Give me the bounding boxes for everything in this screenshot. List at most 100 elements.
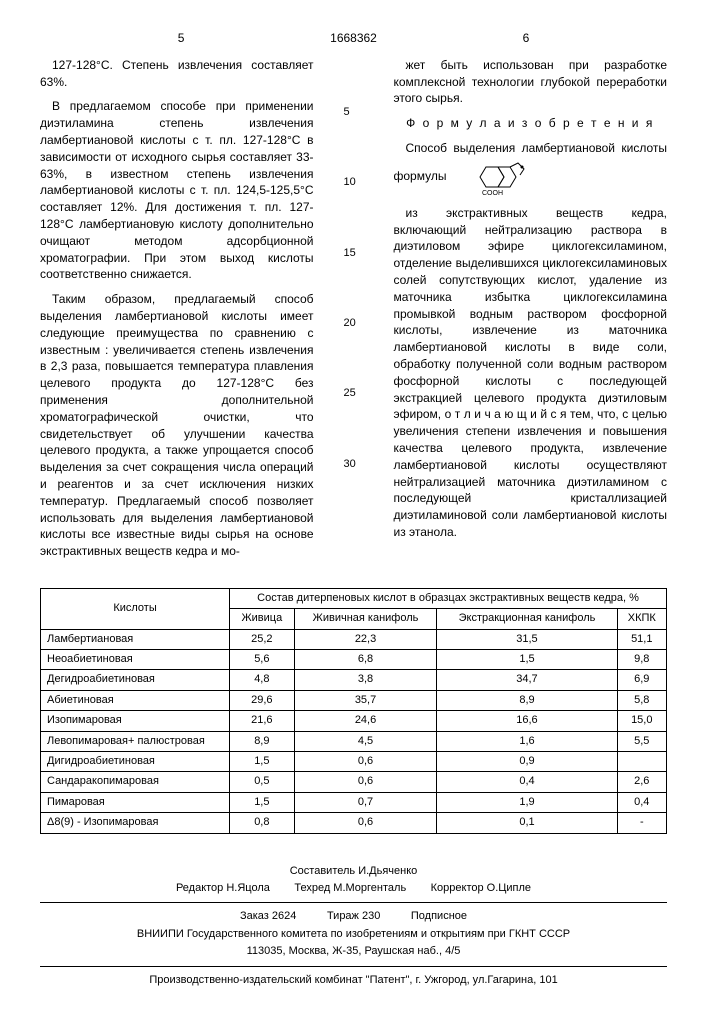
row-name: Неоабиетиновая [41, 650, 230, 670]
th-col-1: Живичная канифоль [294, 609, 437, 629]
row-name: Дегидроабиетиновая [41, 670, 230, 690]
row-value: 8,9 [230, 731, 295, 751]
row-value: 34,7 [437, 670, 617, 690]
row-value: 6,9 [617, 670, 666, 690]
row-value: 0,8 [230, 813, 295, 833]
row-name: Ламбертиановая [41, 629, 230, 649]
row-value: 1,5 [230, 752, 295, 772]
ln-10: 10 [344, 175, 364, 190]
credits-block: Составитель И.Дьяченко Редактор Н.Яцола … [40, 864, 667, 988]
row-value: 5,8 [617, 690, 666, 710]
row-value: 15,0 [617, 711, 666, 731]
row-value: 0,1 [437, 813, 617, 833]
acids-table: Кислоты Состав дитерпеновых кислот в обр… [40, 588, 667, 834]
table-row: Абиетиновая29,635,78,95,8 [41, 690, 667, 710]
divider-2 [40, 966, 667, 967]
right-p1: жет быть использован при разработке комп… [394, 57, 668, 107]
right-column: жет быть использован при разработке комп… [394, 57, 668, 568]
row-value: 1,5 [230, 792, 295, 812]
ln-15: 15 [344, 246, 364, 261]
row-value: 6,8 [294, 650, 437, 670]
page-number-right: 6 [385, 30, 667, 47]
row-value: 0,5 [230, 772, 295, 792]
row-value: 4,5 [294, 731, 437, 751]
divider-1 [40, 902, 667, 903]
row-value: 0,4 [617, 792, 666, 812]
row-value: 25,2 [230, 629, 295, 649]
row-value: 16,6 [437, 711, 617, 731]
compiler: Составитель И.Дьяченко [40, 864, 667, 879]
corrector: Корректор О.Ципле [431, 882, 531, 894]
row-value: 51,1 [617, 629, 666, 649]
row-value: 2,6 [617, 772, 666, 792]
row-value: 4,8 [230, 670, 295, 690]
row-value: - [617, 813, 666, 833]
row-value: 9,8 [617, 650, 666, 670]
org2: Производственно-издательский комбинат "П… [40, 973, 667, 988]
row-value: 1,6 [437, 731, 617, 751]
row-value: 22,3 [294, 629, 437, 649]
row-value: 24,6 [294, 711, 437, 731]
addr1: 113035, Москва, Ж-35, Раушская наб., 4/5 [40, 944, 667, 959]
th-acids: Кислоты [41, 588, 230, 629]
left-p3: Таким образом, предлагаемый способ выдел… [40, 291, 314, 560]
row-value: 8,9 [437, 690, 617, 710]
tirage: Тираж 230 [327, 910, 380, 922]
editor: Редактор Н.Яцола [176, 882, 270, 894]
left-column: 127-128°С. Степень извлечения составляет… [40, 57, 314, 568]
row-value: 0,4 [437, 772, 617, 792]
th-col-2: Экстракционная канифоль [437, 609, 617, 629]
row-name: Дигидроабиетиновая [41, 752, 230, 772]
table-row: Левопимаровая+ палюстровая8,94,51,65,5 [41, 731, 667, 751]
chemical-structure-icon: COOH [460, 157, 520, 197]
order-row: Заказ 2624 Тираж 230 Подписное [40, 909, 667, 924]
row-name: Изопимаровая [41, 711, 230, 731]
line-numbers: 5 10 15 20 25 30 [344, 57, 364, 568]
row-value: 0,6 [294, 752, 437, 772]
row-value: 0,9 [437, 752, 617, 772]
row-value: 1,9 [437, 792, 617, 812]
subscription: Подписное [411, 910, 467, 922]
left-p1: 127-128°С. Степень извлечения составляет… [40, 57, 314, 91]
row-value: 0,7 [294, 792, 437, 812]
org1: ВНИИПИ Государственного комитета по изоб… [40, 927, 667, 942]
right-p2: Способ выделения ламбертиановой кислоты … [394, 140, 668, 197]
row-name: Левопимаровая+ палюстровая [41, 731, 230, 751]
table-row: Изопимаровая21,624,616,615,0 [41, 711, 667, 731]
table-row: Δ8(9) - Изопимаровая0,80,60,1- [41, 813, 667, 833]
row-value [617, 752, 666, 772]
ln-20: 20 [344, 316, 364, 331]
table-row: Неоабиетиновая5,66,81,59,8 [41, 650, 667, 670]
row-name: Сандаракопимаровая [41, 772, 230, 792]
table-row: Дигидроабиетиновая1,50,60,9 [41, 752, 667, 772]
techred: Техред М.Моргенталь [294, 882, 406, 894]
row-value: 31,5 [437, 629, 617, 649]
table-row: Сандаракопимаровая0,50,60,42,6 [41, 772, 667, 792]
row-value: 0,6 [294, 772, 437, 792]
order: Заказ 2624 [240, 910, 296, 922]
ln-25: 25 [344, 386, 364, 401]
row-value: 5,6 [230, 650, 295, 670]
row-value: 29,6 [230, 690, 295, 710]
th-col-3: ХКПК [617, 609, 666, 629]
ln-5: 5 [344, 105, 364, 120]
right-p3: из экстрактивных веществ кедра, включающ… [394, 205, 668, 541]
document-number: 1668362 [322, 30, 385, 47]
body-columns: 127-128°С. Степень извлечения составляет… [40, 57, 667, 568]
row-value: 5,5 [617, 731, 666, 751]
formula-title: Ф о р м у л а и з о б р е т е н и я [394, 115, 668, 132]
editor-row: Редактор Н.Яцола Техред М.Моргенталь Кор… [40, 881, 667, 896]
page-number-left: 5 [40, 30, 322, 47]
row-value: 0,6 [294, 813, 437, 833]
table-row: Пимаровая1,50,71,90,4 [41, 792, 667, 812]
table-row: Дегидроабиетиновая4,83,834,76,9 [41, 670, 667, 690]
row-name: Пимаровая [41, 792, 230, 812]
table-row: Ламбертиановая25,222,331,551,1 [41, 629, 667, 649]
row-name: Δ8(9) - Изопимаровая [41, 813, 230, 833]
row-value: 35,7 [294, 690, 437, 710]
page-header: 5 1668362 6 [40, 30, 667, 47]
cooh-label: COOH [482, 190, 503, 197]
row-value: 1,5 [437, 650, 617, 670]
row-value: 3,8 [294, 670, 437, 690]
ln-30: 30 [344, 457, 364, 472]
